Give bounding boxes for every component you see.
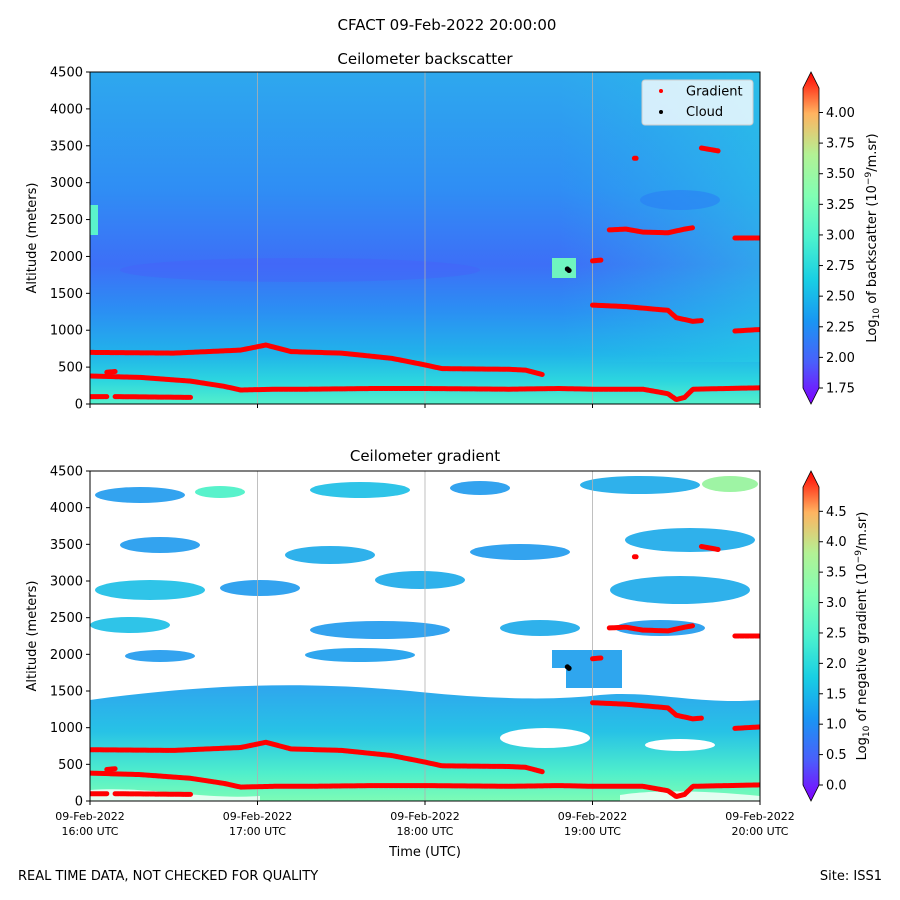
x-tick-date: 09-Feb-2022: [55, 810, 124, 823]
legend-gradient-marker: [659, 89, 663, 93]
colorbar-tick-label: 2.0: [826, 657, 847, 672]
legend-gradient-label: Gradient: [686, 85, 743, 100]
y-tick-label: 0: [75, 795, 83, 810]
y-tick-label: 4000: [50, 102, 83, 117]
gradient-colorbar-ticks: 0.0 0.5 1.0 1.5 2.0 2.5 3.0 3.5 4.0 4.5: [819, 505, 847, 794]
y-tick-label: 3500: [50, 538, 83, 553]
y-tick-label: 3000: [50, 575, 83, 590]
y-tick-label: 2000: [50, 250, 83, 265]
gradient-layer-evening-layer-d: [698, 145, 721, 154]
colorbar-tick-label: 3.25: [826, 198, 855, 213]
colorbar-tick-label: 0.0: [826, 779, 847, 794]
y-tick-label: 4500: [50, 465, 83, 480]
y-tick-label: 1000: [50, 324, 83, 339]
gradient-layer-evening-layer-c: [606, 623, 696, 634]
y-tick-label: 2500: [50, 213, 83, 228]
gradient-ylabel: Altitude (meters): [25, 581, 40, 692]
y-tick-label: 2500: [50, 611, 83, 626]
legend: Gradient Cloud: [641, 79, 754, 126]
x-tick-time: 18:00 UTC: [396, 825, 453, 838]
gradient-colorbar: [802, 470, 820, 802]
colorbar-tick-label: 3.5: [826, 566, 847, 581]
y-tick-label: 3500: [50, 139, 83, 154]
legend-box: [641, 79, 754, 126]
backscatter-title: Ceilometer backscatter: [337, 50, 513, 68]
colorbar-tick-label: 0.5: [826, 748, 847, 763]
gradient-layer-residual-layer-1: [112, 791, 193, 797]
gradient-layer-surface-layer: [90, 770, 760, 800]
footer-site: Site: ISS1: [819, 869, 882, 884]
gradient-layer-residual-layer-2: [104, 766, 118, 772]
backscatter-y-ticks: 0 500 1000 1500 2000 2500 3000 3500 4000 4500: [50, 66, 90, 413]
gradient-layer-evening-layer-a: [590, 302, 704, 324]
gradient-layer-boundary-layer-top: [90, 739, 545, 775]
x-tick-time: 17:00 UTC: [229, 825, 286, 838]
colorbar-tick-label: 1.5: [826, 687, 847, 702]
colorbar-tick-label: 3.50: [826, 167, 855, 182]
gradient-title: Ceilometer gradient: [350, 447, 500, 465]
legend-cloud-label: Cloud: [686, 105, 723, 120]
x-tick-time: 20:00 UTC: [731, 825, 788, 838]
y-tick-label: 1500: [50, 685, 83, 700]
y-tick-label: 0: [75, 398, 83, 413]
colorbar-tick-label: 3.00: [826, 228, 855, 243]
cloud-point: [566, 267, 572, 274]
y-tick-label: 500: [58, 758, 83, 773]
colorbar-tick-label: 4.5: [826, 505, 847, 520]
gradient-layer-residual-layer-1: [112, 394, 193, 400]
colorbar-tick-label: 4.0: [826, 535, 847, 550]
colorbar-tick-label: 1.75: [826, 382, 855, 397]
colorbar-tick-label: 2.50: [826, 290, 855, 305]
gradient-layer-evening-layer-b: [590, 655, 604, 662]
backscatter-gradient-markers: [90, 145, 760, 403]
gradient-layer-evening-layer-b: [590, 257, 604, 264]
y-tick-label: 4000: [50, 501, 83, 516]
backscatter-colorbar-label: Log10 of backscatter (10−9/m.sr): [864, 133, 882, 342]
y-tick-label: 3000: [50, 176, 83, 191]
backscatter-x-ticks: [89, 404, 761, 408]
x-tick-date: 09-Feb-2022: [725, 810, 794, 823]
colorbar-tick-label: 2.5: [826, 626, 847, 641]
gradient-x-ticks: 09-Feb-2022 16:00 UTC 09-Feb-2022 17:00 UTC…: [55, 801, 795, 838]
gradient-y-ticks: 0 500 1000 1500 2000 2500 3000 3500 4000 4500: [50, 465, 90, 810]
y-tick-label: 4500: [50, 66, 83, 81]
gradient-layer-evening-layer-a: [590, 700, 704, 722]
gradient-layer-evening-layer-f: [732, 724, 760, 731]
gradient-layer-surface-layer: [90, 373, 760, 403]
gradient-layer-residual-layer-2: [104, 369, 118, 375]
backscatter-ylabel: Altitude (meters): [25, 183, 40, 294]
figure-title: CFACT 09-Feb-2022 20:00:00: [338, 16, 557, 34]
colorbar-tick-label: 2.75: [826, 259, 855, 274]
gradient-colorbar-label: Log10 of negative gradient (10−9/m.sr): [854, 512, 872, 761]
gradient-layer-evening-layer-d: [698, 544, 721, 552]
y-tick-label: 2000: [50, 648, 83, 663]
y-tick-label: 500: [58, 361, 83, 376]
colorbar-tick-label: 4.00: [826, 106, 855, 121]
colorbar-tick-label: 2.00: [826, 351, 855, 366]
x-tick-time: 16:00 UTC: [61, 825, 118, 838]
backscatter-colorbar: [802, 71, 820, 405]
colorbar-tick-label: 2.25: [826, 320, 855, 335]
gradient-cloud-markers: [564, 664, 572, 671]
gradient-xlabel: Time (UTC): [388, 845, 461, 860]
legend-cloud-marker: [659, 110, 663, 114]
gradient-layer-evening-layer-f: [732, 327, 760, 334]
x-tick-date: 09-Feb-2022: [558, 810, 627, 823]
x-tick-date: 09-Feb-2022: [223, 810, 292, 823]
colorbar-tick-label: 3.75: [826, 137, 855, 152]
cloud-point: [566, 665, 572, 671]
y-tick-label: 1000: [50, 721, 83, 736]
footer-disclaimer: REAL TIME DATA, NOT CHECKED FOR QUALITY: [18, 869, 319, 884]
backscatter-colorbar-ticks: 1.75 2.00 2.25 2.50 2.75 3.00 3.25 3.50 3.75 4.00: [819, 106, 855, 397]
x-tick-date: 09-Feb-2022: [390, 810, 459, 823]
backscatter-cloud-markers: [564, 266, 572, 274]
colorbar-tick-label: 3.0: [826, 596, 847, 611]
colorbar-tick-label: 1.0: [826, 718, 847, 733]
gradient-layer-boundary-layer-top: [90, 342, 545, 377]
y-tick-label: 1500: [50, 287, 83, 302]
gradient-layer-evening-layer-c: [606, 225, 696, 236]
gradient-gradient-markers: [90, 544, 760, 800]
x-tick-time: 19:00 UTC: [564, 825, 621, 838]
